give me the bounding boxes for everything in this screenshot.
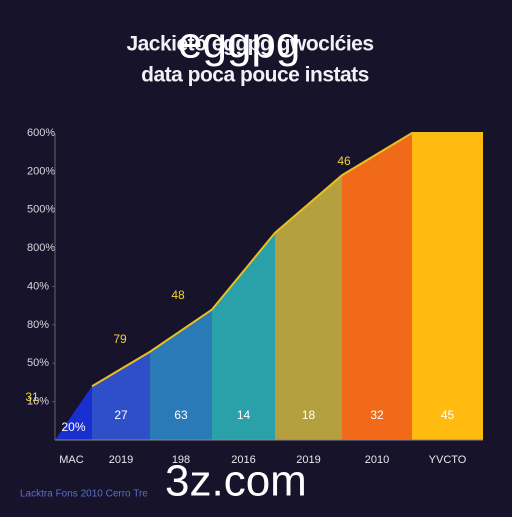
area-band	[212, 232, 275, 440]
area-band	[55, 386, 92, 440]
y-tick-label: 10%	[27, 396, 49, 408]
y-tick-label: 500%	[27, 204, 55, 216]
x-tick-label: 2016	[231, 454, 255, 466]
y-tick-label: 50%	[27, 357, 49, 369]
footer: Lacktra Fons 2010 Cerro Tre	[20, 489, 148, 500]
band-label: 18	[302, 408, 316, 422]
band-label: 63	[174, 408, 188, 422]
band-label: 14	[237, 408, 251, 422]
watermark: 3z.com	[165, 457, 307, 506]
area-band	[275, 175, 342, 440]
y-tick-label: 80%	[27, 319, 49, 331]
y-tick-label: 800%	[27, 242, 55, 254]
annotation: 79	[113, 332, 127, 346]
band-label: 20%	[61, 420, 85, 434]
annotation: 46	[337, 154, 351, 168]
y-tick-label: 200%	[27, 165, 55, 177]
band-label: 27	[114, 408, 128, 422]
annotation: 31	[25, 390, 39, 404]
x-tick-label: 198	[172, 454, 190, 466]
plot: 10% 50% 80% 40% 800% 500% 200% 600% 20% 27 63 14 18 3…	[25, 127, 483, 441]
chart-subtitle: data poca pouce instats	[141, 64, 369, 87]
overlay-text: eggpg	[178, 19, 300, 68]
line	[91, 132, 483, 388]
x-tick-label: 2019	[296, 454, 320, 466]
band-label: 32	[370, 408, 384, 422]
x-tick-label: 2019	[109, 454, 133, 466]
area-band	[412, 133, 483, 440]
area-band	[342, 133, 412, 440]
annotation: 48	[171, 288, 185, 302]
x-tick-label: YVCTO	[429, 454, 467, 466]
x-tick-label: MAC	[59, 454, 84, 466]
chart-title: Jackietó eggpg gwoclćies	[126, 33, 373, 56]
x-tick-label: 2010	[365, 454, 389, 466]
area-band	[92, 351, 150, 440]
band-label: 45	[441, 408, 455, 422]
y-tick-label: 600%	[27, 127, 55, 139]
y-tick-label: 40%	[27, 280, 49, 292]
